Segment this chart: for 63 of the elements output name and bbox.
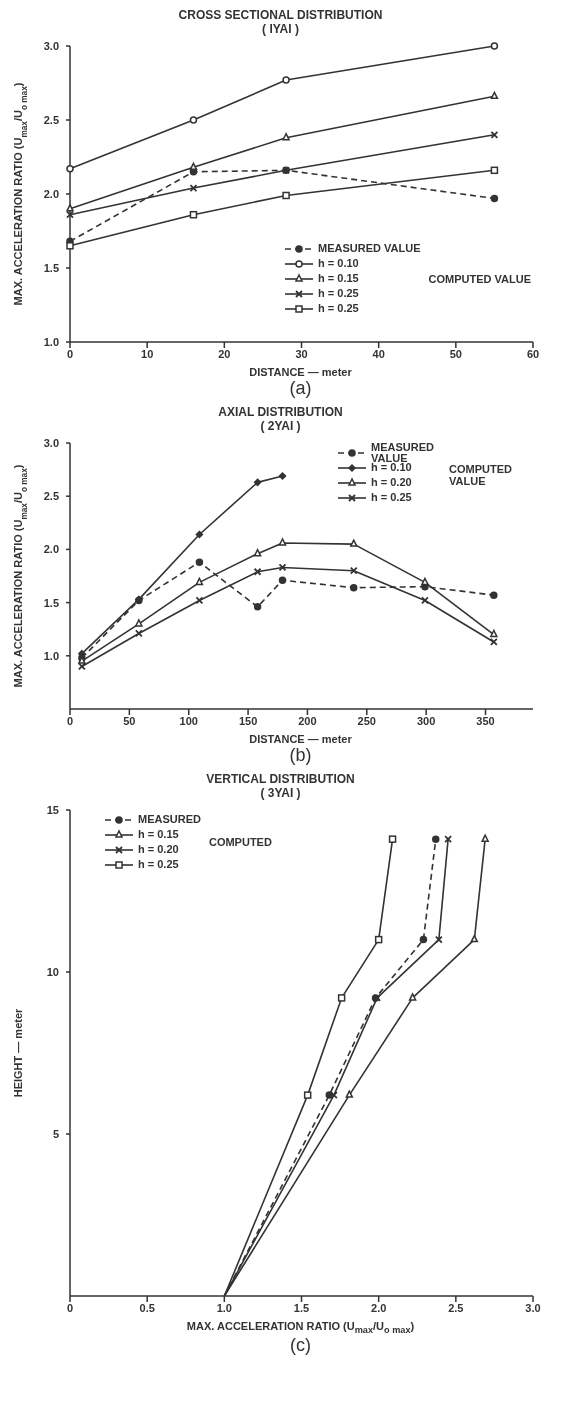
x-tick-label: 60: [526, 347, 540, 360]
x-axis-title: DISTANCE — meter: [249, 733, 352, 745]
legend-label: MEASURED VALUE: [318, 242, 421, 254]
x-tick-label: 0.5: [139, 1301, 155, 1314]
y-tick-label: 10: [46, 965, 59, 978]
text: (b): [289, 745, 312, 765]
chart-subtitle: ( 2YAI ): [259, 419, 302, 433]
y-tick-label: 2.0: [43, 543, 59, 556]
text: (a): [289, 378, 312, 398]
legend-label: h = 0.10: [371, 461, 413, 473]
chart-subtitle: ( IYAI ): [261, 22, 300, 36]
x-tick-label: 3.0: [525, 1301, 541, 1314]
y-tick-label: 2.5: [43, 490, 59, 503]
x-tick-label: 20: [218, 347, 231, 360]
legend-label: h = 0.20: [371, 476, 413, 488]
x-tick-label: 0: [66, 714, 74, 727]
y-tick-label: 15: [46, 803, 59, 816]
x-tick-label: 1.5: [293, 1301, 310, 1314]
x-tick-label: 150: [238, 714, 258, 727]
x-tick-label: 300: [416, 714, 436, 727]
legend-label: h = 0.25: [138, 858, 180, 870]
x-tick-label: 10: [141, 347, 154, 360]
annotation: COMPUTED VALUE: [428, 272, 531, 285]
x-tick-label: 30: [295, 347, 308, 360]
y-tick-label: 3.0: [43, 436, 59, 449]
legend-label: MEASURED: [138, 813, 201, 825]
chart-title: CROSS SECTIONAL DISTRIBUTION: [177, 8, 384, 22]
legend-label: h = 0.25: [318, 302, 360, 314]
legend-label: h = 0.25: [318, 287, 360, 299]
x-tick-label: 350: [476, 714, 495, 727]
x-tick-label: 2.0: [371, 1301, 387, 1314]
x-axis-title: MAX. ACCELERATION RATIO (U$_{max}$/U$_{o max}$): [186, 1320, 415, 1336]
x-tick-label: 0: [66, 1301, 74, 1314]
y-tick-label: 1.5: [43, 596, 59, 609]
x-tick-label: 250: [357, 714, 376, 727]
y-axis-title: HEIGHT — meter: [12, 1007, 24, 1098]
chart-title: VERTICAL DISTRIBUTION: [205, 772, 356, 786]
y-tick-label: 1.0: [43, 335, 59, 348]
chart-subtitle: ( 3YAI ): [259, 786, 302, 800]
legend-label: h = 0.10: [318, 257, 360, 269]
x-tick-label: 50: [449, 347, 462, 360]
y-tick-label: 3.0: [43, 39, 59, 52]
legend-label: h = 0.15: [318, 272, 360, 284]
annotation: COMPUTED VALUE: [449, 463, 512, 487]
x-tick-label: 100: [179, 714, 198, 727]
x-tick-label: 1.0: [216, 1301, 232, 1314]
x-tick-label: 200: [298, 714, 317, 727]
y-tick-label: 5: [52, 1127, 59, 1140]
x-tick-label: 50: [123, 714, 136, 727]
y-tick-label: 1.0: [43, 649, 59, 662]
x-tick-label: 2.5: [448, 1301, 464, 1314]
x-tick-label: 40: [372, 347, 385, 360]
x-tick-label: 0: [66, 347, 74, 360]
legend-label: h = 0.15: [138, 828, 180, 840]
annotation: COMPUTED: [208, 836, 272, 848]
text: (c): [290, 1335, 311, 1356]
chart-title: AXIAL DISTRIBUTION: [217, 405, 344, 419]
x-axis-title: DISTANCE — meter: [249, 366, 352, 378]
y-tick-label: 2.5: [43, 113, 59, 126]
y-tick-label: 2.0: [43, 187, 59, 200]
legend-label: h = 0.25: [371, 491, 413, 503]
y-tick-label: 1.5: [43, 261, 59, 274]
legend-label: h = 0.20: [138, 843, 180, 855]
